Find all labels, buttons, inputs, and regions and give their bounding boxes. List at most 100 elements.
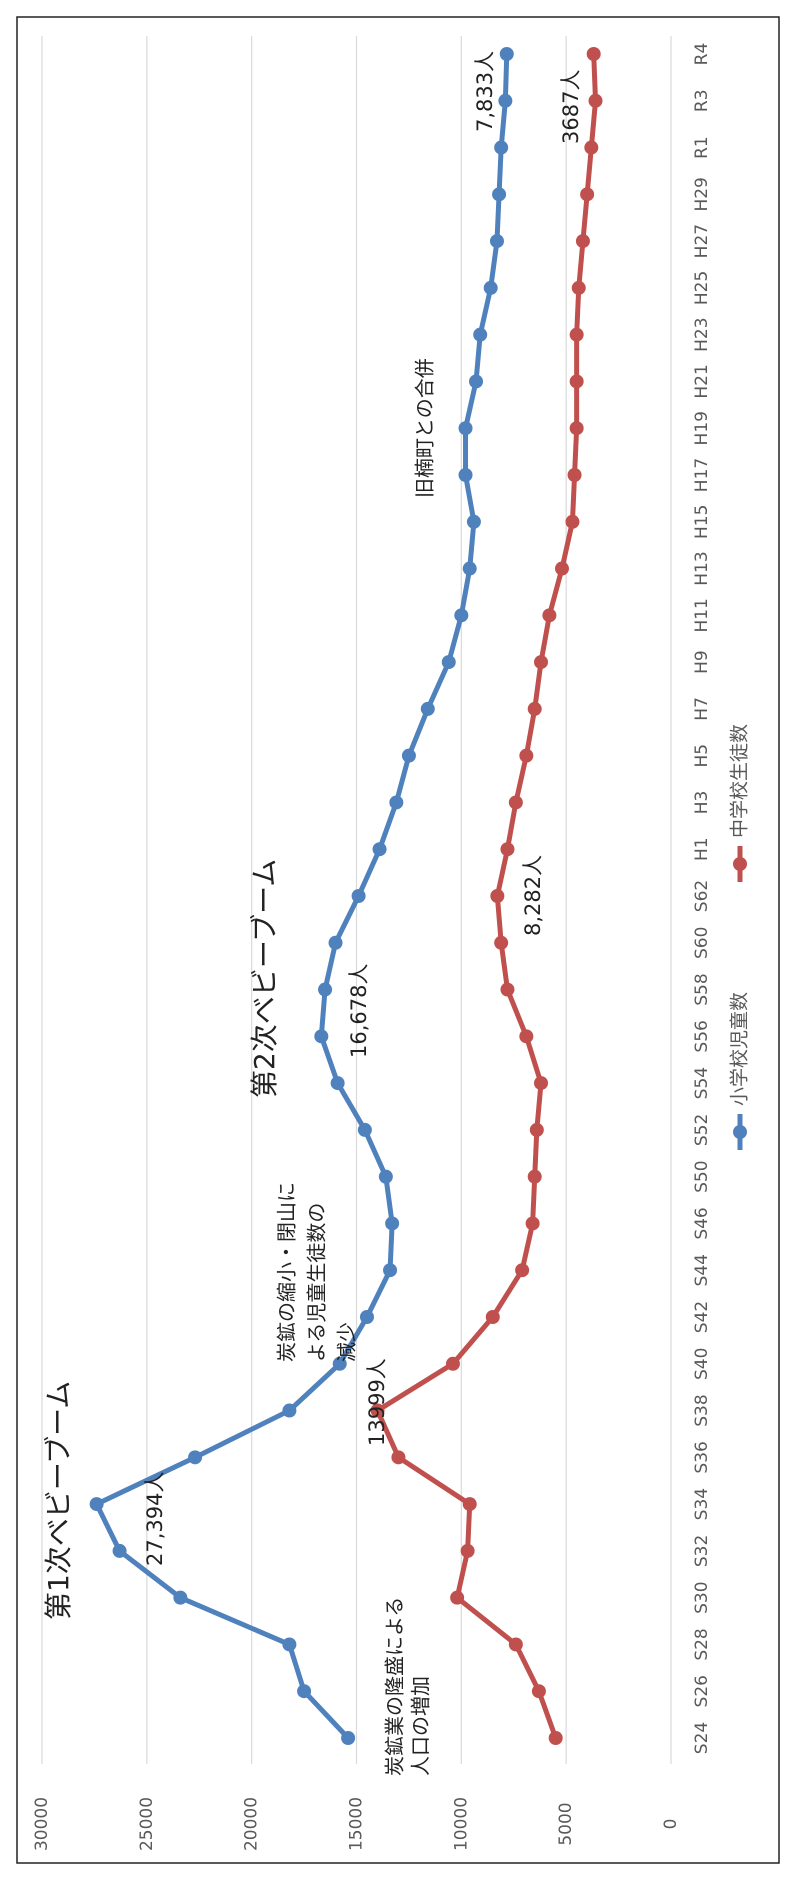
x-tick-label: H17 bbox=[692, 458, 712, 492]
data-label: 3687人 bbox=[559, 70, 583, 144]
x-tick-label: H27 bbox=[692, 224, 712, 258]
data-point bbox=[527, 1169, 542, 1184]
y-tick-label: 0 bbox=[661, 1819, 681, 1830]
data-point bbox=[542, 608, 557, 623]
x-tick-label: S24 bbox=[692, 1722, 712, 1754]
data-point bbox=[383, 1263, 398, 1278]
data-point bbox=[297, 1684, 312, 1699]
rotated-plot: 0 5000 10000 15000 20000 25000 30000 S24 S26 S28 S… bbox=[32, 36, 751, 1851]
data-point bbox=[519, 748, 534, 763]
data-point bbox=[569, 421, 584, 436]
annotation: 第1次ベビーブーム bbox=[42, 1381, 75, 1620]
x-tick-label: H13 bbox=[692, 551, 712, 585]
x-tick-label: S42 bbox=[692, 1301, 712, 1333]
y-tick-label: 15000 bbox=[347, 1797, 367, 1851]
data-point bbox=[525, 1216, 540, 1231]
x-tick-label: H29 bbox=[692, 177, 712, 211]
data-point bbox=[454, 608, 469, 623]
data-point bbox=[372, 842, 387, 857]
data-point bbox=[460, 1543, 475, 1558]
data-point bbox=[188, 1450, 203, 1465]
data-point bbox=[378, 1169, 393, 1184]
x-tick-label: R4 bbox=[692, 43, 712, 66]
data-point bbox=[401, 748, 416, 763]
data-point bbox=[332, 1356, 347, 1371]
data-point bbox=[462, 1497, 477, 1512]
y-tick-label: 25000 bbox=[137, 1797, 157, 1851]
legend-label: 中学校生徒数 bbox=[729, 724, 751, 838]
x-tick-label: S52 bbox=[692, 1114, 712, 1146]
data-point bbox=[515, 1263, 530, 1278]
x-tick-label: S36 bbox=[692, 1441, 712, 1473]
x-tick-label: S56 bbox=[692, 1020, 712, 1052]
y-tick-label: 5000 bbox=[556, 1802, 576, 1845]
data-label: 16,678人 bbox=[347, 964, 371, 1058]
data-point bbox=[473, 327, 488, 342]
data-point bbox=[483, 280, 498, 295]
data-label: 7,833人 bbox=[473, 51, 497, 132]
data-point bbox=[571, 280, 586, 295]
x-tick-label: H3 bbox=[692, 791, 712, 815]
data-point bbox=[492, 187, 507, 202]
legend-label: 小学校児童数 bbox=[729, 992, 751, 1106]
annotation: 減少 bbox=[335, 1322, 359, 1362]
data-point bbox=[565, 514, 580, 529]
data-point bbox=[385, 1216, 400, 1231]
data-point bbox=[314, 1029, 329, 1044]
annotation: よる児童生徒数の bbox=[305, 1203, 329, 1362]
data-point bbox=[328, 935, 343, 950]
data-point bbox=[391, 1450, 406, 1465]
x-tick-label: S28 bbox=[692, 1628, 712, 1660]
data-point bbox=[508, 1637, 523, 1652]
data-point bbox=[529, 1122, 544, 1137]
x-tick-label: S60 bbox=[692, 927, 712, 959]
data-point bbox=[351, 889, 366, 903]
x-tick-label: S58 bbox=[692, 973, 712, 1005]
data-point bbox=[357, 1122, 372, 1137]
data-point bbox=[500, 842, 515, 857]
data-point bbox=[318, 982, 333, 997]
data-point bbox=[519, 1029, 534, 1044]
data-point bbox=[494, 140, 509, 155]
x-tick-label: H25 bbox=[692, 271, 712, 305]
legend-marker bbox=[733, 1125, 747, 1139]
chart-frame bbox=[16, 16, 780, 1864]
data-point bbox=[173, 1590, 188, 1605]
x-tick-label: S62 bbox=[692, 880, 712, 912]
data-point bbox=[441, 655, 456, 670]
annotation: 旧楠町との合併 bbox=[413, 358, 437, 498]
data-point bbox=[341, 1731, 356, 1745]
data-point bbox=[508, 795, 523, 810]
annotation: 炭鉱業の隆盛による bbox=[383, 1597, 407, 1776]
x-tick-label: H7 bbox=[692, 697, 712, 721]
data-point bbox=[89, 1497, 104, 1512]
x-tick-label: S46 bbox=[692, 1207, 712, 1239]
x-tick-label: H23 bbox=[692, 317, 712, 351]
x-tick-label: S50 bbox=[692, 1160, 712, 1192]
data-point bbox=[580, 187, 595, 202]
data-point bbox=[330, 1076, 345, 1091]
annotation: 第2次ベビーブーム bbox=[248, 859, 281, 1098]
data-point bbox=[584, 140, 599, 155]
data-point bbox=[466, 514, 481, 529]
data-point bbox=[567, 468, 582, 482]
data-point bbox=[554, 561, 569, 576]
x-tick-label: S38 bbox=[692, 1394, 712, 1426]
data-point bbox=[490, 889, 505, 903]
legend-marker bbox=[733, 857, 747, 871]
data-point bbox=[458, 421, 473, 436]
data-point bbox=[575, 234, 590, 249]
x-tick-label: S32 bbox=[692, 1535, 712, 1567]
annotation: 人口の増加 bbox=[409, 1676, 433, 1776]
y-tick-label: 10000 bbox=[451, 1797, 471, 1851]
data-point bbox=[534, 655, 549, 670]
x-tick-label: S30 bbox=[692, 1581, 712, 1613]
data-point bbox=[531, 1684, 546, 1699]
x-tick-label: H19 bbox=[692, 411, 712, 445]
data-point bbox=[469, 374, 484, 389]
data-label: 8,282人 bbox=[521, 855, 545, 936]
x-tick-label: S26 bbox=[692, 1675, 712, 1707]
x-tick-label: S40 bbox=[692, 1348, 712, 1380]
data-point bbox=[445, 1356, 460, 1371]
x-tick-label: S44 bbox=[692, 1254, 712, 1286]
